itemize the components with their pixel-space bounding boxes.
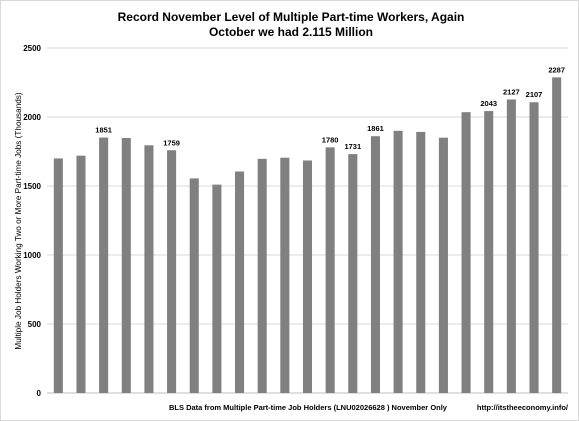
bar [325, 147, 335, 393]
bar [552, 77, 562, 394]
bar [484, 111, 494, 393]
data-label: 2127 [503, 87, 520, 96]
bar [121, 137, 131, 393]
source-note: BLS Data from Multiple Part-time Job Hol… [169, 403, 448, 412]
chart-title-line-2: October we had 2.115 Million [209, 25, 373, 39]
bar [461, 112, 471, 394]
data-label: 1861 [367, 124, 384, 133]
bar [189, 178, 199, 393]
bar [348, 154, 358, 393]
bar [370, 136, 380, 393]
data-label: 1780 [322, 135, 339, 144]
bar [393, 130, 403, 394]
data-label: 2107 [526, 90, 543, 99]
bar [212, 184, 222, 393]
bar [416, 131, 426, 394]
y-tick-label: 1000 [23, 251, 41, 260]
chart-title-line-1: Record November Level of Multiple Part-t… [118, 10, 465, 24]
y-tick-label: 0 [37, 389, 42, 398]
bar [53, 158, 63, 393]
data-label: 2043 [480, 99, 497, 108]
bar [235, 171, 245, 393]
data-label: 1759 [163, 138, 180, 147]
y-tick-layer: 0 500 1000 1500 2000 2500 [23, 44, 41, 398]
bar [257, 158, 267, 393]
bar [438, 137, 448, 393]
bar [76, 155, 86, 393]
bar-layer [53, 77, 562, 394]
bar [99, 137, 109, 393]
bar [167, 150, 177, 393]
data-label: 2287 [548, 65, 565, 74]
data-label: 1731 [344, 142, 361, 151]
bar [144, 145, 154, 393]
data-label: 1851 [95, 126, 112, 135]
y-tick-label: 2000 [23, 113, 41, 122]
data-label-layer: 1851 1759 1780 1731 1861 2043 2127 2107 2287 [95, 65, 565, 151]
bar [302, 160, 313, 393]
y-tick-label: 1500 [23, 182, 41, 191]
y-tick-label: 2500 [23, 44, 41, 53]
y-axis-label: Multiple Job Holders Working Two or More… [14, 92, 23, 350]
y-tick-label: 500 [28, 320, 42, 329]
bar [529, 102, 539, 393]
bar [506, 99, 516, 393]
site-url: http://itstheeconomy.info/ [477, 403, 569, 412]
bar [280, 157, 290, 393]
